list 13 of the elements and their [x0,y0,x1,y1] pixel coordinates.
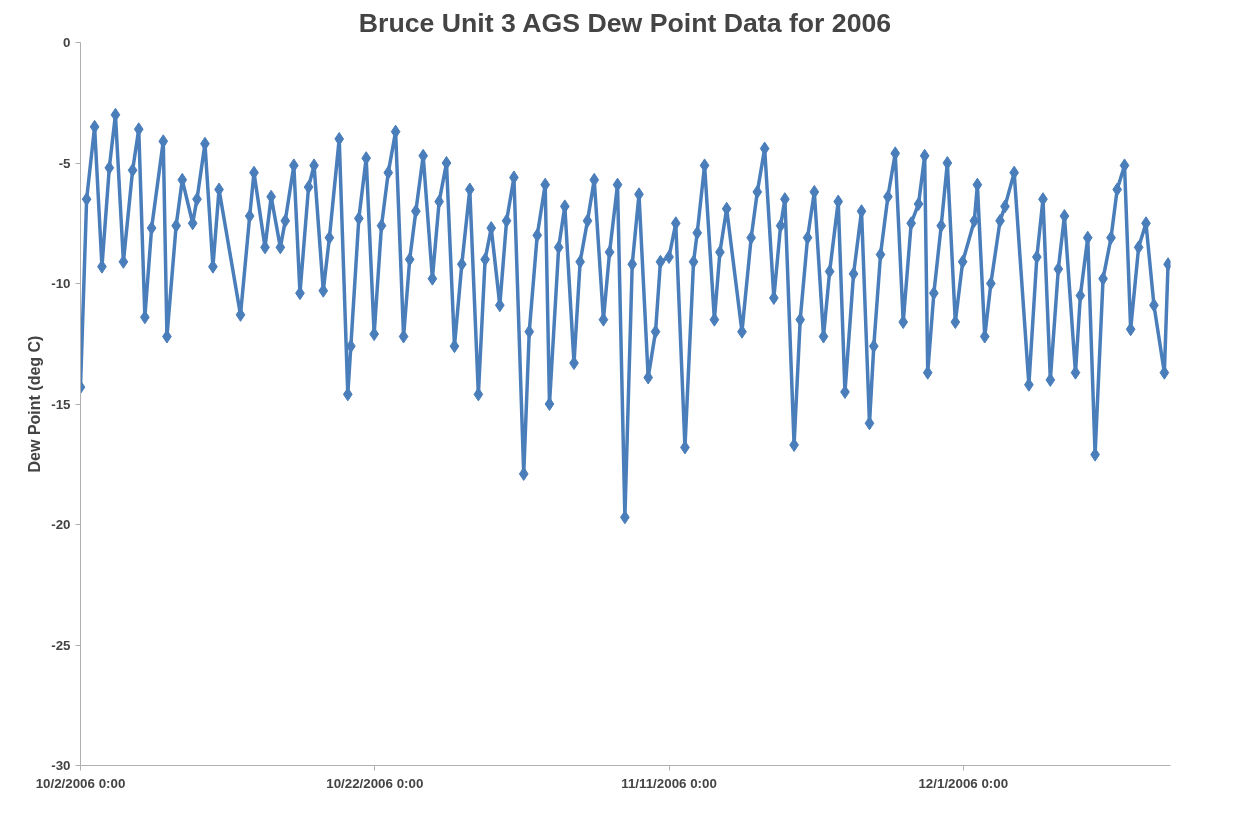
x-tick-label: 10/22/2006 0:00 [326,775,424,791]
y-tick-label: -5 [58,155,72,171]
y-tick-label: 0 [63,35,71,50]
y-tick-label: -30 [51,758,71,773]
chart-title: Bruce Unit 3 AGS Dew Point Data for 2006 [358,7,892,38]
x-tick-label: 10/2/2006 0:00 [35,775,126,791]
y-axis-title: Dew Point (deg C) [26,335,44,473]
y-tick-label: -10 [51,276,71,291]
y-tick-label: -25 [51,637,72,653]
y-tick-label: -20 [51,517,71,532]
x-tick-label: 11/11/2006 0:00 [621,775,717,791]
x-tick-label: 12/1/2006 0:00 [918,775,1009,791]
y-tick-label: -15 [51,396,72,412]
